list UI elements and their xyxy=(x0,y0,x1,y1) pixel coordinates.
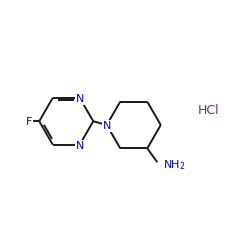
Text: F: F xyxy=(26,117,32,127)
Text: NH$_2$: NH$_2$ xyxy=(163,158,185,172)
Text: HCl: HCl xyxy=(198,104,220,117)
Text: N: N xyxy=(102,121,111,131)
Text: N: N xyxy=(76,141,84,151)
Text: N: N xyxy=(76,94,84,104)
